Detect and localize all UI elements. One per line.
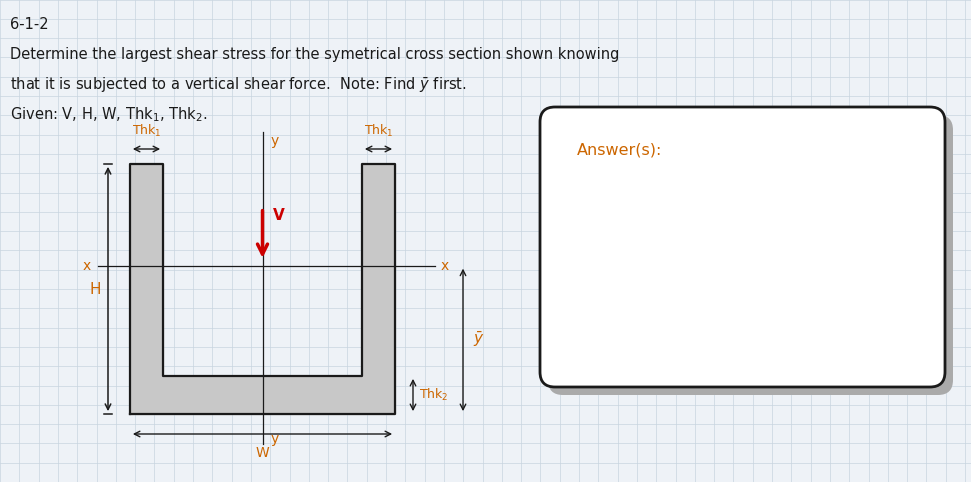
Text: x: x [83,259,91,273]
Text: Thk$_1$: Thk$_1$ [364,123,393,139]
Text: V: V [273,208,285,223]
Text: Answer(s):: Answer(s): [577,142,662,157]
Text: Determine the largest shear stress for the symetrical cross section shown knowin: Determine the largest shear stress for t… [10,46,619,62]
Text: that it is subjected to a vertical shear force.  Note: Find $\bar{y}$ first.: that it is subjected to a vertical shear… [10,76,467,95]
Text: $\bar{y}$: $\bar{y}$ [473,330,485,349]
Polygon shape [130,164,395,414]
Text: y: y [271,134,279,148]
Text: y: y [271,432,279,446]
FancyBboxPatch shape [548,115,953,395]
Text: Given: V, H, W, Thk$_1$, Thk$_2$.: Given: V, H, W, Thk$_1$, Thk$_2$. [10,106,207,124]
Text: Thk$_2$: Thk$_2$ [419,387,449,403]
Text: H: H [89,281,101,296]
Text: W: W [255,446,269,460]
Text: x: x [441,259,450,273]
FancyBboxPatch shape [540,107,945,387]
Text: Thk$_1$: Thk$_1$ [132,123,161,139]
Text: 6-1-2: 6-1-2 [10,17,49,32]
